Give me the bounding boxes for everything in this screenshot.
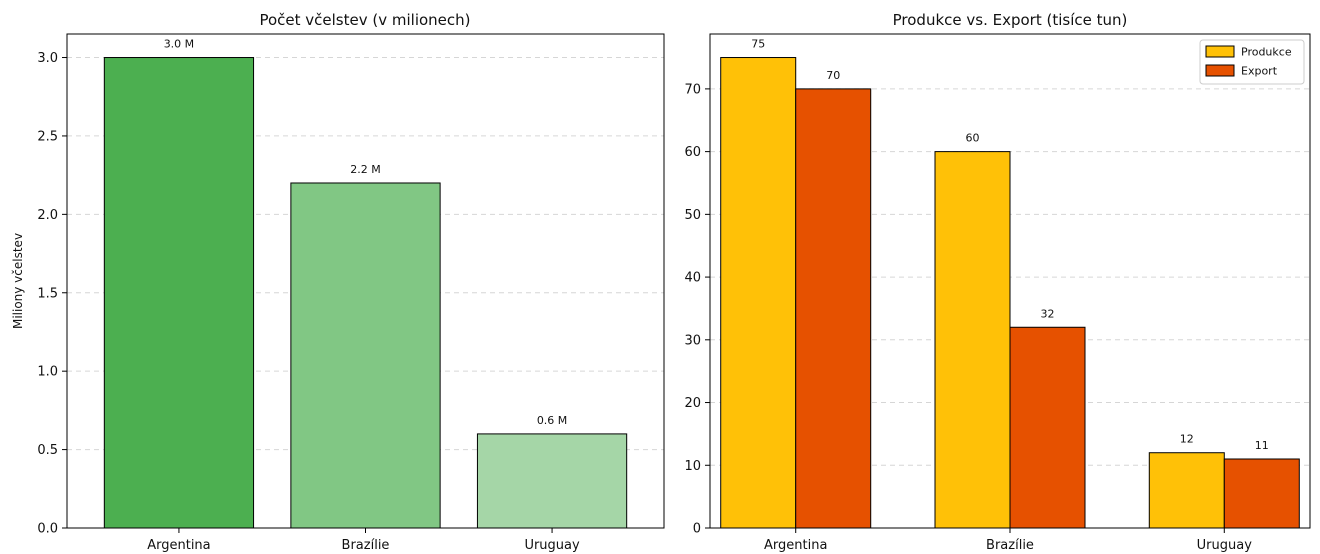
colonies-chart-y-ticks: 0.0 0.5 1.0 1.5 2.0 2.5 3.0 xyxy=(37,51,67,537)
y-tick-label: 40 xyxy=(684,271,701,286)
production-export-chart-data-labels: 75 60 12 70 32 11 xyxy=(751,38,1269,452)
legend: Produkce Export xyxy=(1199,39,1305,85)
legend-label-produkce: Produkce xyxy=(1241,46,1292,59)
legend-swatch-export xyxy=(1205,64,1235,77)
production-export-chart-bars xyxy=(720,57,1300,529)
bar-export-argentina xyxy=(795,88,872,529)
x-tick-label-brazilie: Brazílie xyxy=(342,538,390,553)
x-tick-label-uruguay: Uruguay xyxy=(1197,538,1253,553)
y-tick-label: 70 xyxy=(684,82,701,97)
bar-export-brazilie xyxy=(1009,326,1086,529)
bar-brazilie xyxy=(290,182,441,529)
y-tick-label: 50 xyxy=(684,208,701,223)
bar-uruguay xyxy=(476,433,628,529)
y-tick-label: 60 xyxy=(684,145,701,160)
data-label-export-brazilie: 32 xyxy=(1041,307,1055,320)
data-label-export-uruguay: 11 xyxy=(1255,439,1269,452)
bar-argentina xyxy=(103,57,255,529)
legend-swatch-produkce xyxy=(1205,45,1235,58)
bar-export-uruguay xyxy=(1223,458,1300,529)
y-tick-label: 1.5 xyxy=(37,286,58,301)
x-tick-label-uruguay: Uruguay xyxy=(524,538,580,553)
y-tick-label: 30 xyxy=(684,333,701,348)
production-export-chart-y-ticks: 0 10 20 30 40 50 60 70 xyxy=(684,82,710,537)
data-label-argentina: 3.0 M xyxy=(164,38,194,51)
data-label-uruguay: 0.6 M xyxy=(537,414,567,427)
data-label-brazilie: 2.2 M xyxy=(350,163,380,176)
x-tick-label-argentina: Argentina xyxy=(147,538,210,553)
colonies-chart: Počet včelstev (v milionech) Miliony vče… xyxy=(11,11,665,553)
y-tick-label: 3.0 xyxy=(37,51,58,66)
y-tick-label: 2.0 xyxy=(37,208,58,223)
production-export-chart-x-ticks: Argentina Brazílie Uruguay xyxy=(764,528,1252,553)
production-export-chart-title: Produkce vs. Export (tisíce tun) xyxy=(893,11,1128,29)
data-label-export-argentina: 70 xyxy=(826,69,840,82)
y-tick-label: 0 xyxy=(693,522,701,537)
colonies-chart-x-ticks: Argentina Brazílie Uruguay xyxy=(147,528,580,553)
bar-produkce-uruguay xyxy=(1148,452,1225,529)
data-label-produkce-argentina: 75 xyxy=(751,38,765,51)
colonies-chart-ylabel: Miliony včelstev xyxy=(11,233,25,329)
legend-label-export: Export xyxy=(1241,65,1278,78)
bar-produkce-brazilie xyxy=(934,151,1011,529)
bar-produkce-argentina xyxy=(720,57,797,529)
x-tick-label-brazilie: Brazílie xyxy=(986,538,1034,553)
colonies-chart-frame xyxy=(66,33,665,529)
colonies-chart-title: Počet včelstev (v milionech) xyxy=(259,11,470,29)
y-tick-label: 1.0 xyxy=(37,365,58,380)
data-label-produkce-brazilie: 60 xyxy=(966,132,980,145)
y-tick-label: 20 xyxy=(684,396,701,411)
production-export-chart-frame xyxy=(709,33,1311,529)
colonies-chart-bars xyxy=(103,57,628,529)
x-tick-label-argentina: Argentina xyxy=(764,538,827,553)
y-tick-label: 0.0 xyxy=(37,522,58,537)
y-tick-label: 2.5 xyxy=(37,129,58,144)
colonies-chart-data-labels: 3.0 M 2.2 M 0.6 M xyxy=(164,38,568,427)
y-tick-label: 0.5 xyxy=(37,443,58,458)
y-tick-label: 10 xyxy=(684,459,701,474)
data-label-produkce-uruguay: 12 xyxy=(1180,433,1194,446)
production-export-chart: Produkce vs. Export (tisíce tun) 7560127… xyxy=(684,11,1311,553)
